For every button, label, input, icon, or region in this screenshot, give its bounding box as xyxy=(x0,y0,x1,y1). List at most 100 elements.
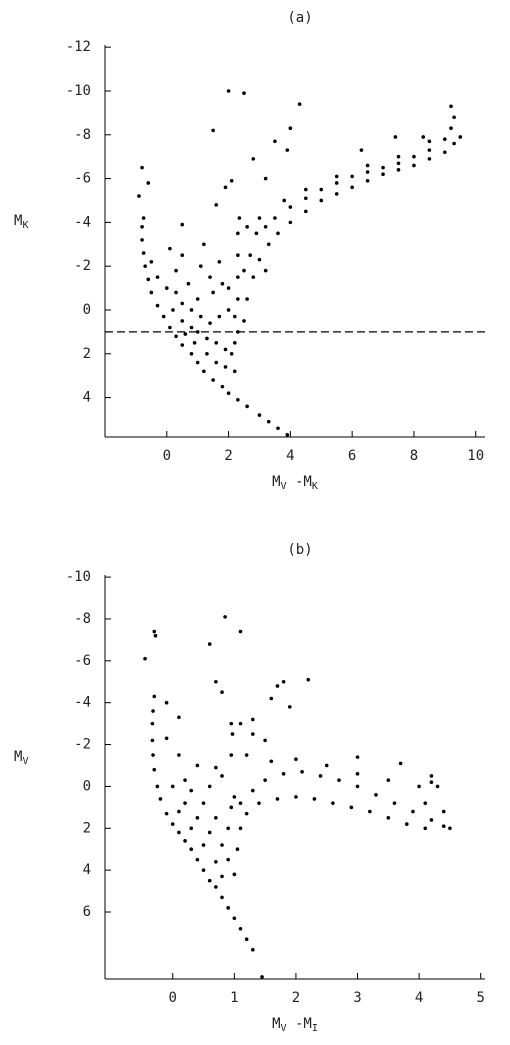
data-point xyxy=(244,811,249,816)
data-point xyxy=(441,809,446,814)
data-point xyxy=(155,275,160,279)
data-point xyxy=(183,839,187,843)
y-tick-label: -6 xyxy=(74,653,91,669)
data-point xyxy=(214,679,218,684)
data-point xyxy=(248,253,253,258)
data-point xyxy=(164,736,169,741)
data-point xyxy=(251,717,255,722)
data-point xyxy=(220,690,224,695)
data-point xyxy=(242,319,246,323)
data-point xyxy=(238,721,243,726)
data-point xyxy=(168,246,172,251)
data-point xyxy=(350,174,354,179)
data-point xyxy=(229,805,234,810)
data-point xyxy=(232,795,237,799)
y-axis-label-sub: K xyxy=(22,220,28,231)
data-point xyxy=(263,268,268,273)
data-point xyxy=(257,413,262,417)
x-tick-label: 1 xyxy=(230,990,238,1006)
chart-title: (a) xyxy=(287,10,312,26)
data-point xyxy=(251,157,256,161)
data-point xyxy=(149,290,154,295)
data-point xyxy=(386,816,391,820)
data-point xyxy=(140,224,144,229)
data-point xyxy=(263,778,267,782)
data-point xyxy=(350,185,354,190)
data-point xyxy=(427,157,432,161)
data-point xyxy=(458,135,463,139)
data-point xyxy=(244,753,249,757)
data-point xyxy=(220,384,225,389)
data-point xyxy=(201,843,206,847)
data-point xyxy=(171,308,175,312)
x-axis-label-sub: V xyxy=(281,1023,287,1034)
y-tick-label: 2 xyxy=(83,346,91,362)
data-point xyxy=(180,253,185,258)
data-point xyxy=(186,281,191,286)
data-point xyxy=(392,801,397,805)
data-point xyxy=(355,784,360,789)
data-point xyxy=(398,761,403,766)
data-point xyxy=(180,301,185,306)
data-point xyxy=(245,297,249,301)
y-tick-label: -12 xyxy=(66,39,91,55)
data-point xyxy=(306,677,311,682)
data-point xyxy=(177,830,181,835)
data-point xyxy=(223,185,228,190)
data-point xyxy=(189,308,194,312)
data-point xyxy=(411,809,415,814)
x-tick-label: 10 xyxy=(467,448,484,464)
y-tick-label: -2 xyxy=(74,737,91,753)
data-point xyxy=(226,286,231,290)
data-point xyxy=(137,194,141,198)
data-point xyxy=(452,115,456,120)
data-point xyxy=(238,826,243,831)
data-point xyxy=(396,161,401,166)
data-point xyxy=(223,615,227,619)
data-point xyxy=(334,174,339,179)
data-point xyxy=(421,135,426,139)
data-point xyxy=(223,365,228,369)
data-point xyxy=(245,224,249,229)
y-tick-label: 6 xyxy=(83,904,91,920)
data-point xyxy=(429,780,434,785)
data-point xyxy=(164,811,169,816)
data-point xyxy=(251,275,256,279)
data-point xyxy=(318,774,323,778)
data-point xyxy=(183,332,188,336)
data-point xyxy=(386,778,391,782)
chart-title: (b) xyxy=(287,542,312,558)
data-point xyxy=(263,224,268,229)
data-point xyxy=(324,763,329,768)
data-point xyxy=(232,341,237,345)
x-tick-label: 0 xyxy=(169,990,177,1006)
data-point xyxy=(198,314,203,319)
data-point xyxy=(429,774,434,778)
data-point xyxy=(275,684,280,688)
data-point xyxy=(281,772,286,776)
y-tick-label: -4 xyxy=(74,695,91,711)
y-tick-label: 0 xyxy=(83,302,91,318)
data-point xyxy=(273,139,277,144)
data-point xyxy=(220,843,224,847)
y-axis-label-part: M xyxy=(14,213,22,229)
x-axis-label-part: M xyxy=(272,1016,280,1032)
data-point xyxy=(257,801,261,805)
data-point xyxy=(174,334,178,339)
data-point xyxy=(141,251,146,255)
data-point xyxy=(365,170,370,174)
x-axis-label-sub: K xyxy=(312,481,318,492)
data-point xyxy=(334,181,339,185)
data-point xyxy=(287,705,292,709)
data-point xyxy=(146,181,151,185)
data-point xyxy=(192,341,197,345)
x-tick-label: 5 xyxy=(476,990,484,1006)
data-point xyxy=(269,696,274,701)
data-point xyxy=(214,816,218,820)
data-point xyxy=(443,137,447,141)
data-point xyxy=(251,788,255,793)
data-point xyxy=(288,126,293,131)
y-tick-label: -4 xyxy=(74,214,91,230)
data-point xyxy=(189,826,194,831)
